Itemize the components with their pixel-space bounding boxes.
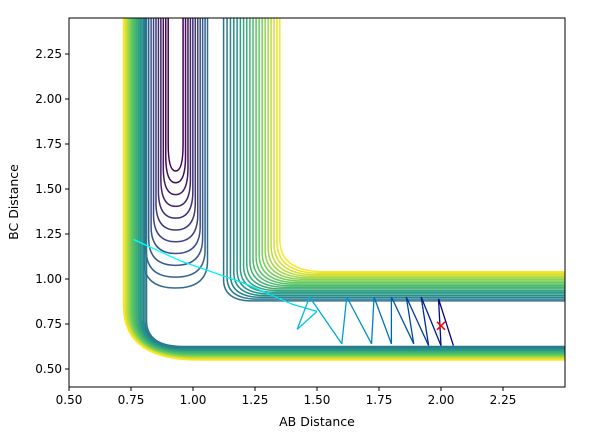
marker-x xyxy=(436,321,446,331)
trajectory-segment xyxy=(341,296,348,344)
contour-level-line xyxy=(122,18,565,361)
trajectory-segment xyxy=(180,260,243,284)
x-tick-label: 0.75 xyxy=(118,393,145,407)
trajectory-segment xyxy=(420,296,430,346)
y-tick-label: 2.25 xyxy=(35,47,62,61)
y-tick-label: 0.75 xyxy=(35,317,62,331)
trajectory-segment xyxy=(309,296,343,345)
x-tick-label: 1.00 xyxy=(180,393,207,407)
contour-level-line xyxy=(141,18,565,350)
contour-level-line xyxy=(135,18,565,354)
x-tick-label: 1.50 xyxy=(304,393,331,407)
contour-level-line xyxy=(145,18,206,278)
x-tick-label: 1.25 xyxy=(242,393,269,407)
contour-level-line xyxy=(157,18,194,219)
contour-level-line xyxy=(162,18,189,196)
contour-level-line xyxy=(167,18,184,172)
x-axis-label: AB Distance xyxy=(279,414,355,429)
contour-level-line xyxy=(142,18,565,350)
y-axis-label: BC Distance xyxy=(6,164,21,240)
x-axis-ticks: 0.50 0.75 1.00 1.25 1.50 1.75 2.00 2.25 xyxy=(56,387,517,407)
contour-lines xyxy=(122,18,565,361)
trajectory-path xyxy=(133,238,455,346)
y-tick-label: 2.00 xyxy=(35,92,62,106)
y-tick-label: 0.50 xyxy=(35,362,62,376)
trajectory-segment xyxy=(405,296,430,346)
trajectory-segment xyxy=(373,296,393,345)
contour-level-line xyxy=(137,18,565,353)
trajectory-segment xyxy=(390,296,415,345)
contour-level-line xyxy=(150,18,201,255)
trajectory-segment xyxy=(346,296,373,345)
trajectory-segment xyxy=(296,296,311,330)
trajectory-segment xyxy=(133,238,181,262)
trajectory-segment xyxy=(405,296,415,344)
contour-level-line xyxy=(152,18,199,243)
y-tick-label: 1.00 xyxy=(35,272,62,286)
contour-level-line xyxy=(145,18,565,348)
trajectory-segment xyxy=(437,298,442,346)
contour-level-line xyxy=(147,18,204,267)
end-point-marker xyxy=(436,321,446,331)
trajectory-segment xyxy=(296,310,318,330)
y-tick-label: 1.25 xyxy=(35,227,62,241)
trajectory-segment xyxy=(437,298,455,346)
x-tick-label: 1.75 xyxy=(366,393,393,407)
contour-level-line xyxy=(155,18,197,231)
contour-level-line xyxy=(138,18,565,352)
x-tick-label: 2.00 xyxy=(428,393,455,407)
trajectory-segment xyxy=(370,296,375,344)
trajectory-segment xyxy=(242,282,293,305)
y-tick-label: 1.50 xyxy=(35,182,62,196)
contour-level-line xyxy=(165,18,187,184)
x-tick-label: 2.25 xyxy=(490,393,517,407)
y-tick-label: 1.75 xyxy=(35,137,62,151)
y-axis-ticks: 0.50 0.75 1.00 1.25 1.50 1.75 2.00 2.25 xyxy=(35,47,69,376)
trajectory-segment xyxy=(292,303,318,313)
contour-level-line xyxy=(160,18,192,208)
trajectory-segment xyxy=(420,296,442,346)
x-tick-label: 0.50 xyxy=(56,393,83,407)
